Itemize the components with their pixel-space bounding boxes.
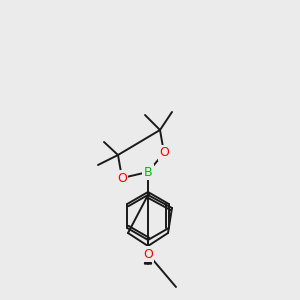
Text: O: O bbox=[117, 172, 127, 184]
Text: O: O bbox=[143, 248, 153, 260]
Text: B: B bbox=[144, 166, 152, 178]
Polygon shape bbox=[145, 246, 152, 264]
Text: O: O bbox=[159, 146, 169, 160]
